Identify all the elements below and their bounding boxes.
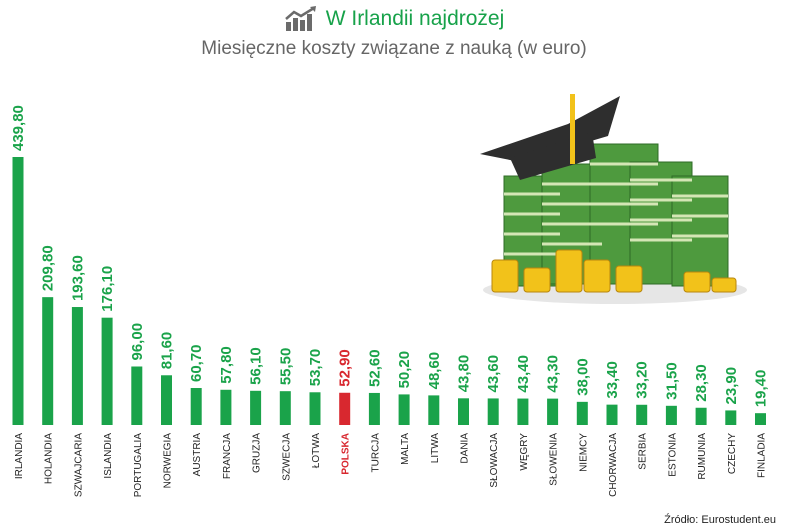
category-label: IRLANDIA: [14, 433, 25, 479]
category-label: ESTONIA: [667, 433, 678, 477]
category-label: SŁOWENIA: [549, 433, 560, 486]
value-label: 55,50: [277, 348, 294, 386]
value-label: 48,60: [426, 352, 443, 390]
value-label: 50,20: [396, 351, 413, 389]
chart-title: W Irlandii najdrożej: [325, 7, 505, 30]
category-label: SERBIA: [638, 433, 649, 470]
bar-szwajcaria: [71, 307, 83, 425]
bar-słowenia: [547, 398, 559, 425]
value-label: 19,40: [753, 370, 770, 408]
bar-holandia: [42, 297, 54, 425]
category-label: SZWECJA: [281, 433, 292, 481]
value-label: 53,70: [307, 349, 324, 387]
bar-irlandia: [12, 157, 24, 425]
category-label: POLSKA: [341, 433, 352, 475]
value-label: 43,80: [456, 355, 473, 393]
value-label: 31,50: [663, 362, 680, 400]
bar-łotwa: [309, 392, 321, 425]
value-label: 52,90: [337, 349, 354, 387]
category-label: LITWA: [430, 433, 441, 464]
money-stack-graduation-cap-icon: [480, 94, 747, 304]
category-label: GRUZJA: [252, 433, 263, 473]
bar-dania: [458, 398, 469, 425]
value-label: 60,70: [188, 344, 205, 382]
bar-portugalia: [131, 366, 143, 425]
category-label: SZWAJCARIA: [73, 433, 84, 497]
category-label: ŁOTWA: [311, 433, 322, 469]
bar-litwa: [428, 395, 440, 425]
category-label: NIEMCY: [578, 433, 589, 472]
category-label: WĘGRY: [519, 433, 530, 471]
bar-chorwacja: [606, 404, 618, 425]
category-label: AUSTRIA: [192, 433, 203, 477]
value-label: 43,60: [485, 355, 502, 393]
bar-polska: [339, 392, 351, 425]
value-label: 56,10: [248, 347, 265, 385]
bar-rumunia: [695, 407, 707, 425]
value-label: 23,90: [723, 367, 740, 405]
value-label: 439,80: [10, 105, 27, 151]
category-label: MALTA: [400, 433, 411, 465]
bar-francja: [220, 389, 232, 425]
value-label: 38,00: [574, 358, 591, 396]
value-label: 96,00: [129, 323, 146, 361]
bar-gruzja: [250, 390, 262, 425]
category-label: FINLADIA: [757, 433, 768, 478]
value-label: 81,60: [159, 332, 176, 370]
bar-estonia: [665, 405, 677, 425]
bar-szwecja: [279, 391, 291, 425]
category-label: PORTUGALIA: [133, 433, 144, 498]
category-label: RUMUNIA: [697, 433, 708, 480]
bar-czechy: [725, 410, 737, 425]
value-label: 193,60: [69, 255, 86, 301]
value-label: 176,10: [99, 266, 116, 312]
category-label: DANIA: [460, 433, 471, 464]
value-label: 52,60: [366, 349, 383, 387]
category-label: HOLANDIA: [44, 433, 55, 484]
chart-growth-icon: [284, 6, 316, 31]
bar-norwegia: [161, 375, 172, 425]
chart-title-row: W Irlandii najdrożej: [0, 6, 788, 32]
category-label: SŁOWACJA: [489, 433, 500, 488]
bar-austria: [190, 388, 202, 425]
category-label: CZECHY: [727, 433, 738, 474]
category-label: TURCJA: [370, 433, 381, 473]
value-label: 43,30: [545, 355, 562, 393]
category-label: NORWEGIA: [163, 433, 174, 489]
bar-słowacja: [487, 398, 499, 425]
value-label: 43,40: [515, 355, 532, 393]
value-label: 28,30: [693, 364, 710, 402]
category-label: FRANCJA: [222, 433, 233, 479]
category-label: CHORWACJA: [608, 433, 619, 497]
value-label: 33,20: [634, 361, 651, 399]
bar-węgry: [517, 398, 529, 425]
chart-subtitle: Miesięczne koszty związane z nauką (w eu…: [201, 38, 587, 59]
source-note: Źródło: Eurostudent.eu: [664, 514, 776, 526]
value-label: 209,80: [40, 245, 57, 291]
bar-islandia: [101, 317, 113, 425]
bar-turcja: [368, 392, 380, 425]
bar-niemcy: [576, 401, 588, 425]
value-label: 57,80: [218, 346, 235, 384]
category-label: ISLANDIA: [103, 433, 114, 479]
value-label: 33,40: [604, 361, 621, 399]
bar-malta: [398, 394, 410, 425]
bar-serbia: [636, 404, 648, 425]
bar-finladia: [755, 413, 766, 425]
